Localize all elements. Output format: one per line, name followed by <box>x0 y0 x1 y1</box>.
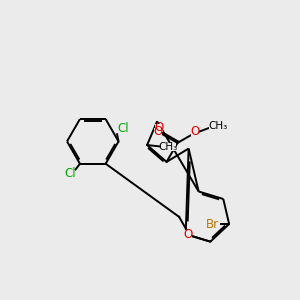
Bar <box>209 122 226 130</box>
Bar <box>160 142 176 151</box>
Text: CH₃: CH₃ <box>159 142 178 152</box>
Text: O: O <box>184 227 193 241</box>
Text: O: O <box>191 125 200 138</box>
Bar <box>154 128 162 136</box>
Text: O: O <box>154 121 163 134</box>
Bar <box>118 124 128 133</box>
Text: O: O <box>153 125 162 138</box>
Text: Cl: Cl <box>117 122 129 135</box>
Text: Br: Br <box>206 218 218 230</box>
Bar <box>205 220 219 228</box>
Text: CH₃: CH₃ <box>208 122 227 131</box>
Bar <box>154 124 163 132</box>
Text: Cl: Cl <box>64 167 76 180</box>
Bar <box>191 128 200 136</box>
Bar <box>65 170 75 178</box>
Bar <box>184 230 192 238</box>
